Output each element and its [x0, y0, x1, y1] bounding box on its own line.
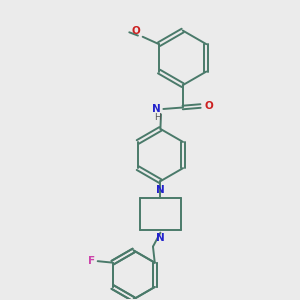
Text: N: N — [156, 185, 165, 195]
Text: N: N — [156, 232, 165, 243]
Text: O: O — [204, 101, 213, 111]
Text: F: F — [88, 256, 95, 266]
Text: N: N — [152, 104, 161, 114]
Text: H: H — [154, 113, 161, 122]
Text: O: O — [131, 26, 140, 36]
